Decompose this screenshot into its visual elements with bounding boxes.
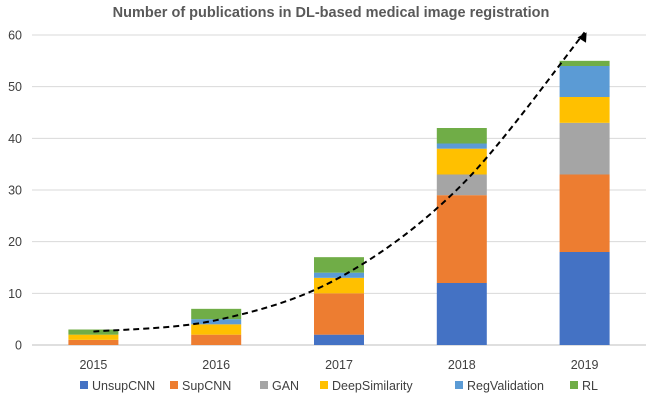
bar-segment-supcnn xyxy=(559,174,610,252)
bar-segment-regvalidation xyxy=(436,143,487,149)
legend-label: RL xyxy=(582,379,598,393)
legend-swatch-gan xyxy=(260,381,268,389)
bar-segment-gan xyxy=(559,122,610,175)
bar-segment-unsupcnn xyxy=(436,283,487,345)
bar-segment-supcnn xyxy=(68,339,119,345)
legend-swatch-deepsimilarity xyxy=(320,381,328,389)
bar-segment-gan xyxy=(436,174,487,196)
bar-segment-supcnn xyxy=(436,195,487,283)
bar-segment-regvalidation xyxy=(314,272,364,278)
trend-curve xyxy=(93,31,586,333)
bar-segment-supcnn xyxy=(314,293,364,335)
bar-segment-deepsimilarity xyxy=(314,277,364,294)
chart-title: Number of publications in DL-based medic… xyxy=(113,5,550,21)
bar-segment-regvalidation xyxy=(559,66,610,97)
bar-stacks xyxy=(68,60,610,345)
legend-label: DeepSimilarity xyxy=(332,379,413,393)
bar-segment-supcnn xyxy=(191,334,242,345)
x-tick-label: 2019 xyxy=(571,358,599,372)
bar-segment-deepsimilarity xyxy=(191,324,242,335)
legend-swatch-rl xyxy=(570,381,578,389)
bar-segment-deepsimilarity xyxy=(68,334,119,340)
x-tick-label: 2015 xyxy=(79,358,107,372)
legend-label: GAN xyxy=(272,379,299,393)
legend-label: UnsupCNN xyxy=(92,379,155,393)
y-tick-label: 0 xyxy=(15,339,22,353)
x-tick-label: 2016 xyxy=(202,358,230,372)
y-axis-ticks: 0 10 20 30 40 50 60 xyxy=(8,29,22,353)
bar-segment-rl xyxy=(436,128,487,144)
bar-segment-rl xyxy=(191,308,242,320)
y-tick-label: 20 xyxy=(8,235,22,249)
bar-segment-deepsimilarity xyxy=(559,97,610,123)
gridlines xyxy=(32,34,646,346)
trend-line xyxy=(93,31,587,333)
y-tick-label: 10 xyxy=(8,287,22,301)
legend: UnsupCNN SupCNN GAN DeepSimilarity RegValida… xyxy=(80,379,598,393)
bar-segment-unsupcnn xyxy=(559,252,610,345)
y-tick-label: 60 xyxy=(8,29,22,43)
trend-arrowhead xyxy=(577,32,587,43)
bar-segment-deepsimilarity xyxy=(436,148,487,175)
x-axis-ticks: 2015 2016 2017 2018 2019 xyxy=(79,358,598,372)
y-tick-label: 50 xyxy=(8,80,22,94)
bar-segment-regvalidation xyxy=(191,319,242,325)
legend-swatch-unsupcnn xyxy=(80,381,88,389)
bar-segment-rl xyxy=(314,257,364,273)
legend-label: SupCNN xyxy=(182,379,231,393)
y-tick-label: 30 xyxy=(8,184,22,198)
legend-label: RegValidation xyxy=(467,379,544,393)
x-tick-label: 2018 xyxy=(448,358,476,372)
x-tick-label: 2017 xyxy=(325,358,353,372)
bar-segment-unsupcnn xyxy=(314,334,364,345)
bar-segment-rl xyxy=(559,60,610,66)
bar-segment-rl xyxy=(68,329,119,335)
y-tick-label: 40 xyxy=(8,132,22,146)
legend-swatch-regvalidation xyxy=(455,381,463,389)
legend-swatch-supcnn xyxy=(170,381,178,389)
